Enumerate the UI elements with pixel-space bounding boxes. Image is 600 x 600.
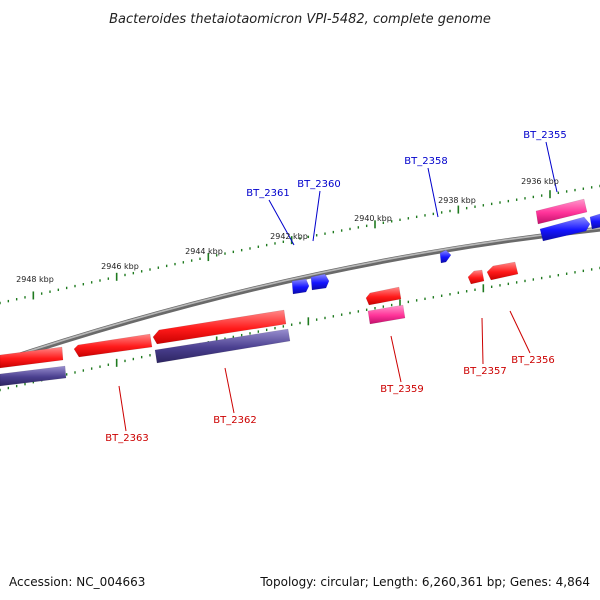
kbp-label: 2946 kbp [101, 262, 139, 271]
gene-label: BT_2360 [297, 179, 340, 190]
gene-bar [0, 365, 67, 387]
gene-arrow [73, 333, 153, 358]
gene-arrow [291, 278, 310, 295]
label-connector-line [224, 367, 235, 414]
kbp-label: 2948 kbp [16, 275, 54, 284]
kbp-label: 2944 kbp [185, 247, 223, 256]
label-connector-line [312, 190, 321, 242]
gene-bar [535, 198, 588, 225]
genome-summary-text: Topology: circular; Length: 6,260,361 bp… [260, 575, 590, 589]
map-title: Bacteroides thetaiotaomicron VPI-5482, c… [109, 12, 491, 27]
gene-arrow [439, 249, 452, 264]
kbp-label: 2938 kbp [438, 196, 476, 205]
accession-text: Accession: NC_004663 [9, 575, 146, 589]
kbp-label: 2942 kbp [270, 232, 308, 241]
gene-label: BT_2356 [511, 355, 554, 366]
gene-arrow [467, 269, 485, 285]
gene-label: BT_2358 [404, 156, 447, 167]
gene-label: BT_2357 [463, 366, 506, 377]
kbp-label: 2940 kbp [354, 214, 392, 223]
gene-bar [154, 328, 291, 364]
gene-arrow [539, 216, 591, 242]
gene-label: BT_2361 [246, 188, 289, 199]
gene-label: BT_2359 [380, 384, 423, 395]
label-connector-line [427, 167, 439, 218]
kbp-scale-labels: 2948 kbp 2946 kbp 2944 kbp 2942 kbp 2940 kbp… [16, 177, 559, 284]
gene-labels: BT_2355 BT_2356 BT_2357 BT_2358 BT_2359 BT_23… [105, 130, 566, 444]
gene-label: BT_2355 [523, 130, 566, 141]
gene-label: BT_2363 [105, 433, 148, 444]
gene-bar [589, 213, 600, 230]
gene-arrow [486, 261, 519, 281]
gene-arrow [365, 286, 402, 306]
label-connector-line [268, 199, 295, 246]
outer-tick-ring [0, 184, 600, 305]
gene-arrow [310, 273, 330, 291]
kbp-label: 2936 kbp [521, 177, 559, 186]
inner-tick-ring [0, 266, 600, 392]
label-connector-line [545, 141, 558, 193]
label-connector-line [390, 335, 402, 383]
gene-arrow [152, 309, 287, 345]
label-connectors [118, 141, 558, 432]
gene-bar [367, 304, 406, 325]
label-connector-line [481, 317, 484, 365]
gene-bar [0, 346, 64, 369]
label-connector-line [509, 310, 531, 354]
label-connector-line [118, 385, 127, 432]
gene-label: BT_2362 [213, 415, 256, 426]
genome-backbone [0, 226, 600, 365]
gene-features [0, 198, 600, 387]
